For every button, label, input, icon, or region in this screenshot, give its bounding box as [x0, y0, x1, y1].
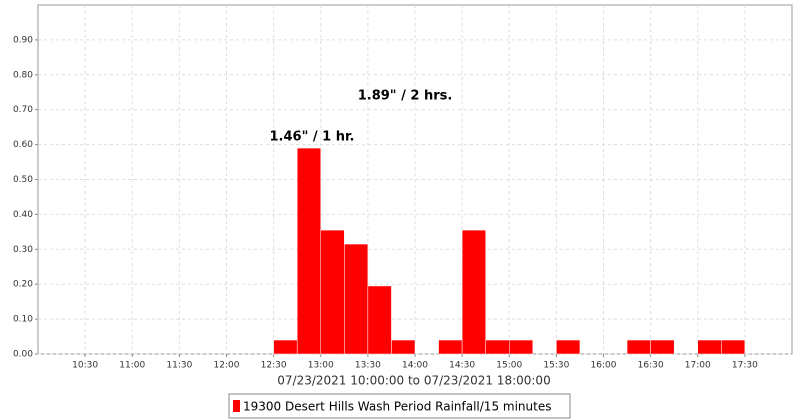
- y-tick-label: 0.30: [13, 245, 33, 255]
- bar: [461, 229, 486, 355]
- legend-swatch: [233, 400, 240, 412]
- legend: [228, 393, 571, 419]
- x-axis-label: 07/23/2021 10:00:00 to 07/23/2021 18:00:…: [277, 374, 550, 388]
- bar: [296, 147, 321, 355]
- y-tick-label: 0.80: [13, 70, 33, 80]
- bar: [697, 339, 722, 355]
- y-tick-label: 0.60: [13, 140, 33, 150]
- bar: [391, 339, 416, 355]
- x-tick-label: 13:30: [355, 361, 381, 371]
- bar: [650, 339, 675, 355]
- y-tick-label: 0.70: [13, 105, 33, 115]
- annotation: 1.46" / 1 hr.: [270, 130, 355, 145]
- x-tick-label: 11:30: [166, 361, 192, 371]
- x-tick-label: 15:30: [543, 361, 569, 371]
- legend-label: 19300 Desert Hills Wash Period Rainfall/…: [243, 400, 551, 414]
- x-tick-label: 12:30: [261, 361, 287, 371]
- x-tick-label: 15:00: [496, 361, 522, 371]
- annotation: 1.89" / 2 hrs.: [358, 89, 453, 104]
- x-tick-label: 16:00: [591, 361, 617, 371]
- x-tick-label: 17:00: [685, 361, 711, 371]
- y-tick-label: 0.50: [13, 175, 33, 185]
- bar: [721, 339, 746, 355]
- x-tick-label: 12:00: [214, 361, 240, 371]
- bar: [367, 285, 392, 355]
- bar: [485, 339, 510, 355]
- x-tick-label: 14:30: [449, 361, 475, 371]
- bar: [320, 229, 345, 355]
- y-tick-label: 0.40: [13, 210, 33, 220]
- bar: [344, 243, 369, 355]
- bar: [509, 339, 534, 355]
- x-tick-label: 11:00: [119, 361, 145, 371]
- y-tick-label: 0.20: [13, 280, 33, 290]
- bar: [626, 339, 651, 355]
- x-tick-label: 10:30: [72, 361, 98, 371]
- x-tick-label: 14:00: [402, 361, 428, 371]
- y-tick-label: 0.90: [13, 35, 33, 45]
- x-tick-label: 17:30: [732, 361, 758, 371]
- x-tick-label: 13:00: [308, 361, 334, 371]
- y-tick-label: 0.10: [13, 315, 33, 325]
- y-tick-label: 0.00: [13, 350, 33, 360]
- bar: [438, 339, 463, 355]
- bar: [273, 339, 298, 355]
- x-tick-label: 16:30: [638, 361, 664, 371]
- bar: [556, 339, 581, 355]
